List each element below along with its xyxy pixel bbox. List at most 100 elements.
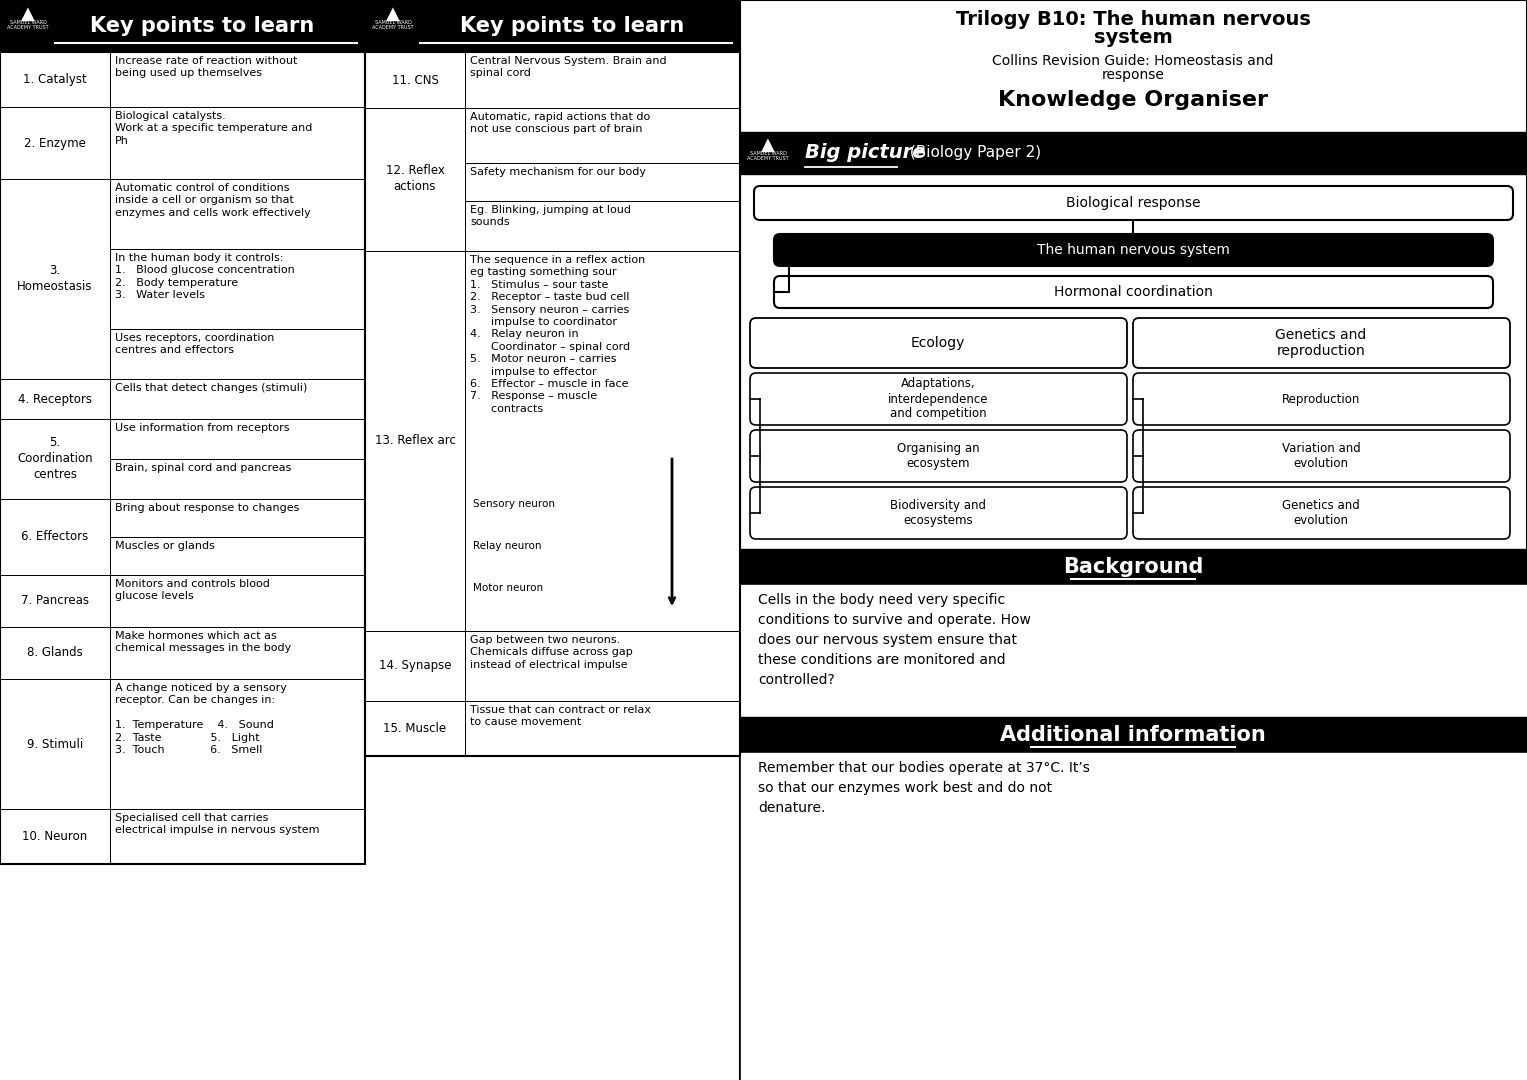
Text: Genetics and
reproduction: Genetics and reproduction: [1275, 327, 1367, 359]
FancyBboxPatch shape: [750, 430, 1127, 482]
Bar: [741, 549, 1527, 585]
Bar: [0, 809, 110, 864]
Bar: [741, 717, 1527, 753]
Bar: [110, 179, 365, 249]
Text: Big picture: Big picture: [805, 144, 925, 162]
Text: SAMUEL WARD
ACADEMY TRUST: SAMUEL WARD ACADEMY TRUST: [8, 21, 49, 30]
Text: 13. Reflex arc: 13. Reflex arc: [374, 434, 455, 447]
Text: Cells that detect changes (stimuli): Cells that detect changes (stimuli): [115, 383, 307, 393]
Text: ▲: ▲: [386, 5, 400, 23]
Text: The sequence in a reflex action
eg tasting something sour
1.   Stimulus – sour t: The sequence in a reflex action eg tasti…: [470, 255, 646, 414]
Text: Additional information: Additional information: [1000, 725, 1266, 745]
Bar: [110, 575, 365, 627]
Text: In the human body it controls:
1.   Blood glucose concentration
2.   Body temper: In the human body it controls: 1. Blood …: [115, 253, 295, 300]
Bar: [0, 179, 110, 379]
Bar: [110, 537, 365, 575]
Text: 1. Catalyst: 1. Catalyst: [23, 72, 87, 85]
FancyBboxPatch shape: [1133, 487, 1510, 539]
Bar: [466, 631, 741, 701]
Bar: [0, 627, 110, 679]
Text: Uses receptors, coordination
centres and effectors: Uses receptors, coordination centres and…: [115, 333, 275, 355]
Bar: [466, 701, 741, 756]
Text: 12. Reflex
actions: 12. Reflex actions: [385, 164, 444, 193]
FancyBboxPatch shape: [754, 186, 1513, 220]
Text: Automatic, rapid actions that do
not use conscious part of brain: Automatic, rapid actions that do not use…: [470, 112, 651, 134]
Text: Variation and
evolution: Variation and evolution: [1281, 442, 1361, 470]
Bar: [110, 679, 365, 809]
Text: 5.
Coordination
centres: 5. Coordination centres: [17, 436, 93, 482]
Text: Biodiversity and
ecosystems: Biodiversity and ecosystems: [890, 499, 986, 527]
Bar: [365, 52, 466, 108]
FancyBboxPatch shape: [774, 234, 1493, 266]
Bar: [0, 679, 110, 809]
Bar: [110, 627, 365, 679]
Bar: [110, 52, 365, 107]
Text: Motor neuron: Motor neuron: [473, 583, 544, 593]
Bar: [741, 132, 1527, 174]
Bar: [466, 52, 741, 108]
Text: 7. Pancreas: 7. Pancreas: [21, 594, 89, 607]
Text: Specialised cell that carries
electrical impulse in nervous system: Specialised cell that carries electrical…: [115, 813, 319, 836]
FancyBboxPatch shape: [1133, 430, 1510, 482]
Text: Collins Revision Guide: Homeostasis and: Collins Revision Guide: Homeostasis and: [993, 54, 1274, 68]
Bar: [0, 107, 110, 179]
Bar: [741, 753, 1525, 1080]
Text: Relay neuron: Relay neuron: [473, 541, 542, 551]
Text: Increase rate of reaction without
being used up themselves: Increase rate of reaction without being …: [115, 56, 298, 79]
Bar: [365, 251, 466, 631]
Text: ▲: ▲: [760, 136, 774, 154]
Text: Safety mechanism for our body: Safety mechanism for our body: [470, 167, 646, 177]
Text: Automatic control of conditions
inside a cell or organism so that
enzymes and ce: Automatic control of conditions inside a…: [115, 183, 312, 218]
FancyBboxPatch shape: [1133, 318, 1510, 368]
Text: Hormonal coordination: Hormonal coordination: [1054, 285, 1212, 299]
Text: A change noticed by a sensory
receptor. Can be changes in:

1.  Temperature    4: A change noticed by a sensory receptor. …: [115, 683, 287, 755]
Text: Sensory neuron: Sensory neuron: [473, 499, 554, 509]
Bar: [365, 108, 466, 251]
Text: Organising an
ecosystem: Organising an ecosystem: [896, 442, 979, 470]
Bar: [0, 419, 110, 499]
Bar: [110, 107, 365, 179]
Bar: [365, 631, 466, 701]
Text: 4. Receptors: 4. Receptors: [18, 392, 92, 405]
Text: Bring about response to changes: Bring about response to changes: [115, 503, 299, 513]
Text: Remember that our bodies operate at 37°C. It’s
so that our enzymes work best and: Remember that our bodies operate at 37°C…: [757, 761, 1090, 815]
Text: Eg. Blinking, jumping at loud
sounds: Eg. Blinking, jumping at loud sounds: [470, 205, 631, 228]
Text: Adaptations,
interdependence
and competition: Adaptations, interdependence and competi…: [887, 378, 988, 420]
Bar: [0, 379, 110, 419]
Text: Knowledge Organiser: Knowledge Organiser: [999, 90, 1267, 110]
Text: 3.
Homeostasis: 3. Homeostasis: [17, 265, 93, 294]
Text: Genetics and
evolution: Genetics and evolution: [1283, 499, 1361, 527]
Bar: [0, 499, 110, 575]
Bar: [466, 108, 741, 163]
Text: The human nervous system: The human nervous system: [1037, 243, 1229, 257]
Bar: [741, 585, 1525, 717]
Bar: [466, 163, 741, 201]
Text: Muscles or glands: Muscles or glands: [115, 541, 215, 551]
Bar: [110, 809, 365, 864]
Text: Key points to learn: Key points to learn: [460, 16, 684, 36]
Bar: [0, 575, 110, 627]
Text: 8. Glands: 8. Glands: [27, 647, 82, 660]
Bar: [110, 499, 365, 537]
Text: system: system: [1093, 28, 1173, 48]
Text: Trilogy B10: The human nervous: Trilogy B10: The human nervous: [956, 10, 1310, 29]
Text: 14. Synapse: 14. Synapse: [379, 660, 452, 673]
FancyBboxPatch shape: [750, 487, 1127, 539]
Text: Central Nervous System. Brain and
spinal cord: Central Nervous System. Brain and spinal…: [470, 56, 667, 79]
Text: Make hormones which act as
chemical messages in the body: Make hormones which act as chemical mess…: [115, 631, 292, 653]
Bar: [110, 379, 365, 419]
Text: Brain, spinal cord and pancreas: Brain, spinal cord and pancreas: [115, 463, 292, 473]
Text: 11. CNS: 11. CNS: [391, 73, 438, 86]
Text: SAMUEL WARD
ACADEMY TRUST: SAMUEL WARD ACADEMY TRUST: [373, 21, 414, 30]
Text: (Biology Paper 2): (Biology Paper 2): [906, 146, 1041, 161]
Text: Use information from receptors: Use information from receptors: [115, 423, 290, 433]
Text: 15. Muscle: 15. Muscle: [383, 721, 446, 734]
Text: Reproduction: Reproduction: [1281, 392, 1361, 405]
FancyBboxPatch shape: [750, 373, 1127, 426]
Bar: [466, 251, 741, 631]
Bar: [365, 0, 741, 52]
Text: Gap between two neurons.
Chemicals diffuse across gap
instead of electrical impu: Gap between two neurons. Chemicals diffu…: [470, 635, 632, 670]
FancyBboxPatch shape: [750, 318, 1127, 368]
Text: Key points to learn: Key points to learn: [90, 16, 315, 36]
Text: Biological catalysts.
Work at a specific temperature and
Ph: Biological catalysts. Work at a specific…: [115, 111, 313, 146]
